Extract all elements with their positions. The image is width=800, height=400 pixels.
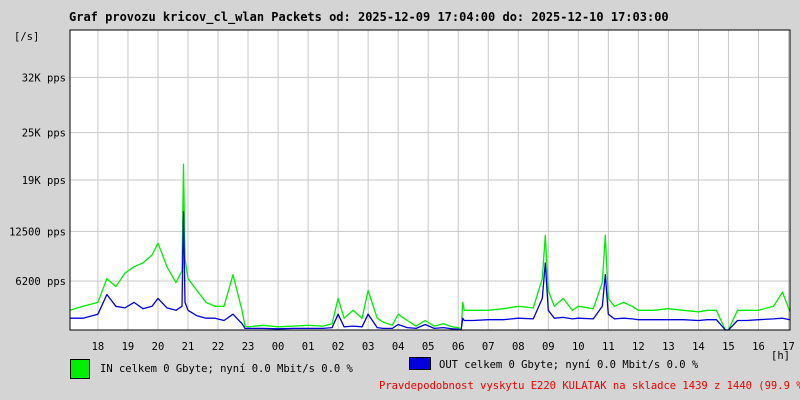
x-tick-label: 16	[752, 341, 765, 353]
x-tick-label: 09	[542, 341, 555, 353]
x-tick-label: 12	[632, 341, 645, 353]
y-tick-labels: 6200 pps 12500 pps 19K pps 25K pps 32K pps	[9, 72, 66, 288]
x-tick-label: 04	[392, 341, 405, 353]
x-tick-label: 11	[602, 341, 615, 353]
plot-frame	[69, 29, 791, 331]
legend-out-text: OUT celkem 0 Gbyte; nyní 0.0 Mbit/s 0.0 …	[439, 359, 699, 371]
y-tick-label: 12500 pps	[9, 226, 66, 238]
x-tick-label: 10	[572, 341, 585, 353]
x-tick-label: 21	[182, 341, 195, 353]
x-tick-label: 08	[512, 341, 525, 353]
series-line-in	[69, 163, 791, 331]
x-tick-label: 05	[422, 341, 435, 353]
x-axis-unit: [h]	[771, 350, 790, 362]
x-tick-label: 23	[242, 341, 255, 353]
x-tick-label: 07	[482, 341, 495, 353]
y-axis-unit: [/s]	[14, 31, 40, 43]
y-tick-label: 25K pps	[22, 128, 66, 140]
legend-out-swatch	[409, 356, 431, 370]
x-tick-labels: 18 19 20 21 22 23 00 01 02 03 04 05 06 07 08 09 10 11 12 13…	[92, 341, 795, 353]
legend-out: OUT celkem 0 Gbyte; nyní 0.0 Mbit/s 0.0 …	[409, 356, 699, 371]
series-line-out	[70, 210, 791, 331]
x-tick-label: 20	[152, 341, 165, 353]
legend-in-text: IN celkem 0 Gbyte; nyní 0.0 Mbit/s 0.0 %	[100, 363, 353, 375]
x-tick-label: 06	[452, 341, 465, 353]
x-tick-label: 15	[722, 341, 735, 353]
y-tick-label: 19K pps	[22, 175, 66, 187]
x-tick-label: 18	[92, 341, 105, 353]
y-tick-label: 6200 pps	[15, 276, 66, 288]
probability-note: Pravdepodobnost vyskytu E220 KULATAK na …	[379, 380, 800, 392]
series-group	[69, 163, 791, 331]
x-tick-label: 01	[302, 341, 315, 353]
legend-in-swatch	[70, 359, 90, 379]
x-tick-label: 17	[782, 341, 795, 353]
x-tick-label: 19	[122, 341, 135, 353]
x-tick-label: 22	[212, 341, 225, 353]
x-tick-label: 02	[332, 341, 345, 353]
x-tick-label: 00	[272, 341, 285, 353]
legend-in: IN celkem 0 Gbyte; nyní 0.0 Mbit/s 0.0 %	[70, 359, 353, 379]
x-tick-label: 03	[362, 341, 375, 353]
x-tick-label: 14	[692, 341, 705, 353]
y-tick-label: 32K pps	[22, 72, 66, 84]
page-title: Graf provozu kricov_cl_wlan Packets od: …	[69, 10, 669, 24]
x-tick-label: 13	[662, 341, 675, 353]
